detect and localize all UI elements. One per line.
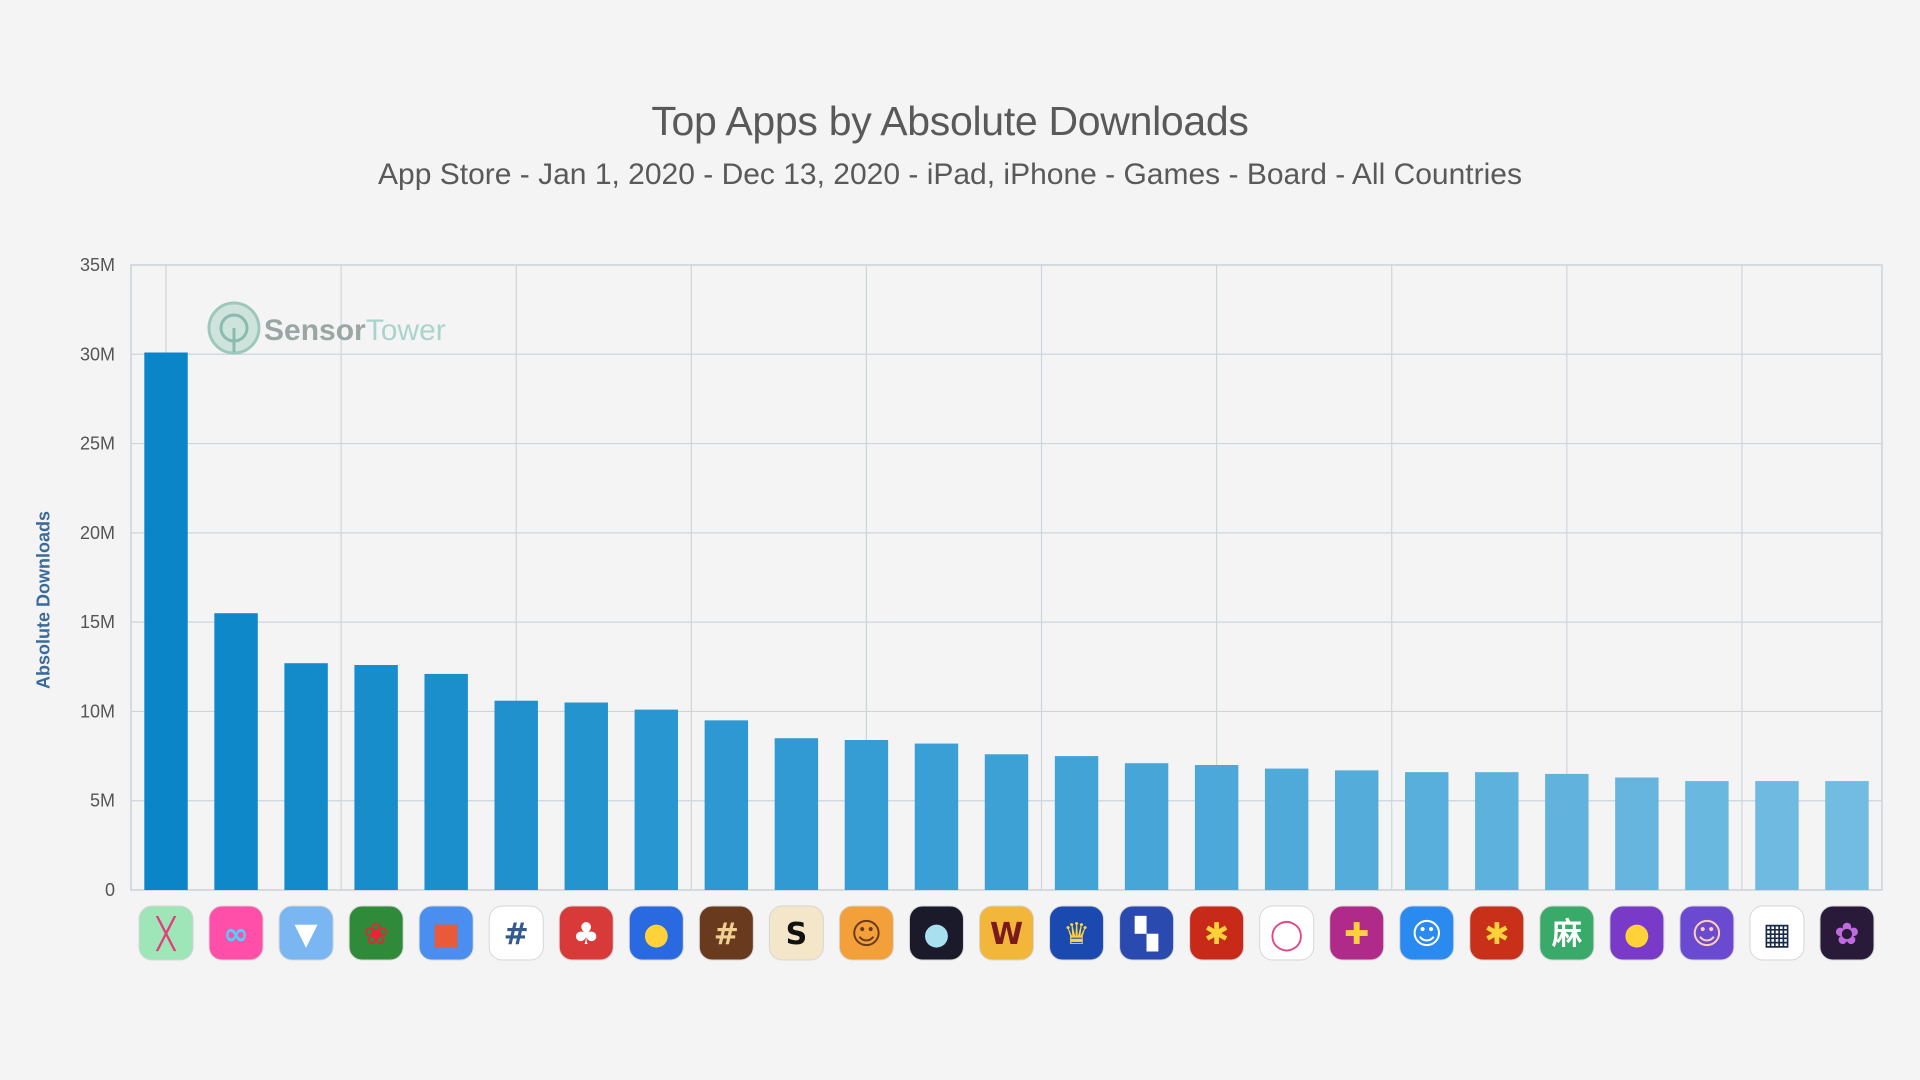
chart-title: Top Apps by Absolute Downloads — [651, 98, 1249, 144]
svg-text:▦: ▦ — [1763, 917, 1791, 952]
gridlines — [130, 264, 1883, 891]
svg-text:✱: ✱ — [1484, 917, 1509, 952]
bar — [1545, 773, 1589, 890]
svg-text:♣: ♣ — [573, 917, 600, 952]
rope-knot-icon: ∞ — [208, 905, 264, 961]
y-tick-label: 0 — [105, 880, 115, 900]
sensortower-watermark: SensorTower — [207, 301, 446, 355]
bar — [284, 663, 328, 890]
svg-text:#: # — [714, 917, 739, 952]
bar — [844, 740, 889, 890]
mahjong-icon: 麻 — [1539, 905, 1595, 961]
bar — [354, 665, 398, 890]
block-cube-icon: ■ — [418, 905, 474, 961]
bar — [494, 700, 538, 890]
lotus-coloring-icon: ✿ — [1819, 905, 1875, 961]
y-tick-label: 25M — [80, 434, 115, 454]
svg-text:╳: ╳ — [155, 916, 177, 952]
bar — [1054, 756, 1099, 890]
y-tick-label: 35M — [80, 255, 115, 275]
scrabble-s-icon: S — [768, 905, 824, 961]
dot-match-icon: ● — [908, 905, 964, 961]
svg-text:✱: ✱ — [1204, 917, 1229, 952]
svg-text:●: ● — [923, 917, 949, 952]
block-grid-icon: ▚ — [1119, 905, 1175, 961]
svg-text:☺: ☺ — [851, 917, 882, 952]
svg-text:麻: 麻 — [1552, 917, 1583, 952]
svg-text:☺: ☺ — [1411, 917, 1442, 952]
svg-text:●: ● — [1624, 917, 1650, 952]
bar — [214, 613, 258, 890]
svg-text:∞: ∞ — [224, 917, 249, 952]
stick-puzzle-icon: ╳ — [138, 905, 194, 961]
rose-coloring-icon: ❀ — [348, 905, 404, 961]
bar — [914, 743, 959, 890]
bar — [704, 720, 749, 890]
svg-text:■: ■ — [432, 917, 460, 952]
y-tick-label: 5M — [90, 791, 115, 811]
number-tiles-icon: # — [698, 905, 754, 961]
nonogram-icon: ▦ — [1749, 905, 1805, 961]
svg-text:●: ● — [643, 917, 669, 952]
y-tick-label: 10M — [80, 701, 115, 721]
rainbow-ring-icon: ◯ — [1259, 905, 1315, 961]
bar — [1825, 781, 1869, 890]
svg-text:◯: ◯ — [1270, 917, 1304, 952]
svg-text:▚: ▚ — [1134, 916, 1159, 952]
jigsaw-piece-icon: ✱ — [1189, 905, 1245, 961]
svg-text:SensorTower: SensorTower — [264, 314, 446, 347]
svg-text:#: # — [504, 917, 529, 952]
bar — [1194, 765, 1239, 890]
parchis-board-icon: ✚ — [1329, 905, 1385, 961]
bar — [984, 754, 1029, 890]
svg-text:♛: ♛ — [1063, 917, 1090, 952]
bar — [424, 673, 468, 890]
bars — [144, 352, 1869, 890]
svg-text:W: W — [990, 917, 1023, 952]
svg-text:✚: ✚ — [1344, 917, 1369, 952]
chef-girl-icon: ☺ — [1679, 905, 1735, 961]
bar — [1685, 781, 1729, 890]
smile-chat-icon: ☺ — [1399, 905, 1455, 961]
bar — [1264, 768, 1309, 890]
ludo-king-icon: ♛ — [1049, 905, 1105, 961]
y-tick-label: 30M — [80, 344, 115, 364]
watermark-brand-first: Sensor — [264, 314, 366, 347]
sudoku-grid-icon: # — [488, 905, 544, 961]
watermark-brand-second: Tower — [366, 314, 446, 347]
svg-text:S: S — [786, 917, 808, 952]
bar — [1615, 777, 1659, 890]
bar — [1124, 763, 1169, 890]
y-tick-label: 20M — [80, 523, 115, 543]
svg-text:☺: ☺ — [1691, 917, 1722, 952]
bird-puzzle-icon: ● — [628, 905, 684, 961]
bar — [1405, 772, 1449, 890]
bar — [564, 702, 608, 890]
cartoon-man-icon: ☺ — [838, 905, 894, 961]
chart-subtitle: App Store - Jan 1, 2020 - Dec 13, 2020 -… — [378, 158, 1522, 191]
app-icons: ╳ ∞ ▼ ❀ ■ # ♣ ● # S ☺ ● W ♛ ▚ ✱ ◯ ✚ ☺ ✱ 麻 ● ☺ ▦ ✿ — [138, 905, 1875, 961]
svg-text:▼: ▼ — [295, 917, 318, 952]
y-axis-ticks: 0 5M 10M 15M 20M 25M 30M 35M — [80, 255, 115, 900]
bar — [1334, 770, 1379, 890]
water-sort-icon: ▼ — [278, 905, 334, 961]
y-tick-label: 15M — [80, 612, 115, 632]
bar — [1755, 781, 1799, 890]
santa-solitaire-icon: ♣ — [558, 905, 614, 961]
bar — [144, 352, 188, 890]
svg-text:❀: ❀ — [364, 917, 389, 952]
ludo-club-icon: ● — [1609, 905, 1665, 961]
bar — [774, 738, 819, 890]
svg-text:✿: ✿ — [1834, 917, 1859, 952]
jigsaw-gold-icon: ✱ — [1469, 905, 1525, 961]
bar — [634, 709, 679, 890]
words-w-icon: W — [979, 905, 1034, 961]
bar — [1475, 772, 1519, 890]
